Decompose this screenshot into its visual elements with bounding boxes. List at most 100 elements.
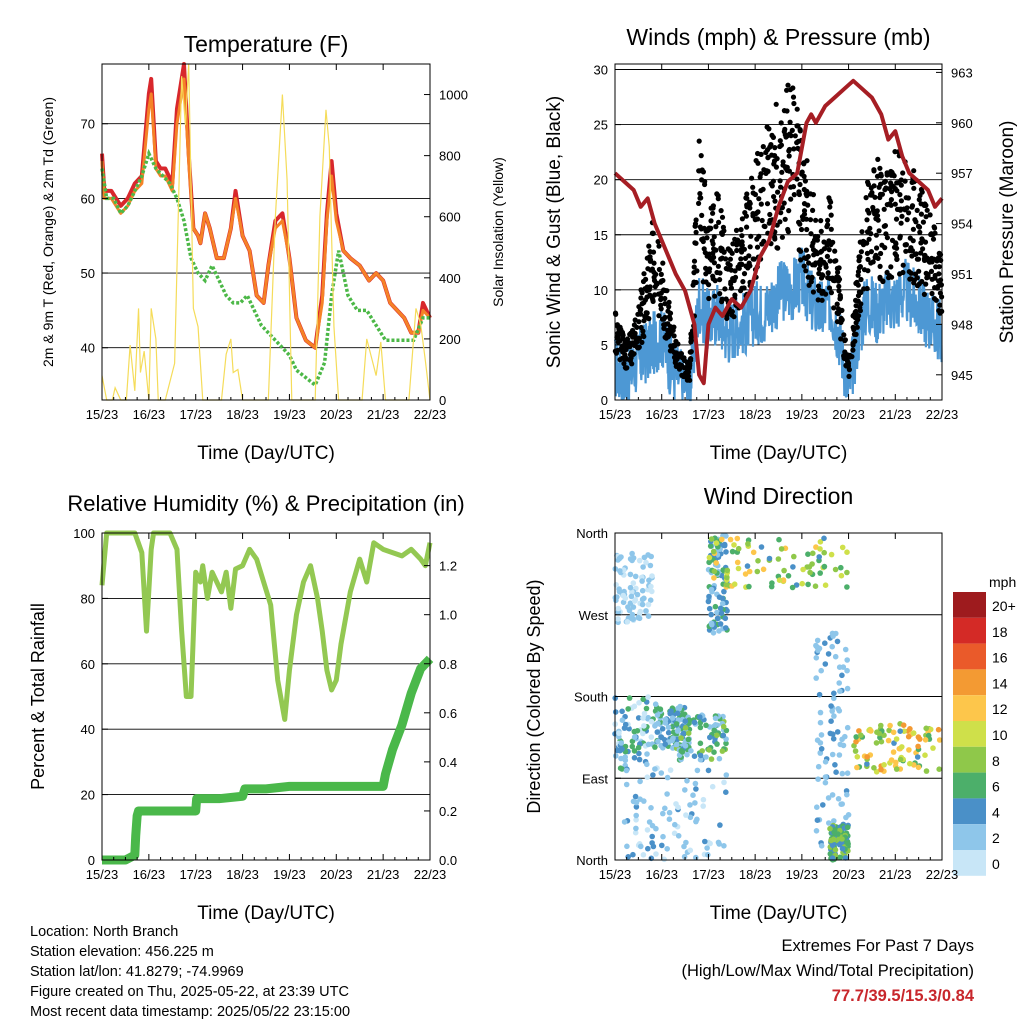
direction-point: [721, 779, 727, 786]
direction-point: [629, 738, 636, 745]
gust-point: [788, 133, 794, 139]
gust-point: [873, 232, 880, 238]
direction-point: [805, 581, 811, 588]
direction-point: [633, 825, 639, 832]
direction-point: [636, 756, 643, 763]
x-tick-label: 17/23: [692, 407, 725, 422]
direction-point: [888, 757, 895, 763]
y2-tick-label: 1.0: [439, 608, 457, 623]
direction-point: [900, 722, 907, 728]
gust-point: [666, 304, 672, 310]
gust-point: [694, 268, 700, 274]
gust-point: [796, 247, 802, 253]
y-tick-label: 100: [73, 526, 95, 541]
legend-swatch: [953, 746, 986, 773]
direction-point: [830, 633, 836, 639]
direction-point: [632, 573, 639, 580]
gust-point: [758, 171, 764, 177]
direction-point: [697, 740, 704, 747]
direction-point: [817, 750, 824, 756]
gust-point: [932, 230, 938, 236]
direction-point: [673, 741, 680, 748]
gust-point: [874, 245, 880, 251]
direction-point: [625, 706, 631, 712]
direction-point: [723, 727, 730, 734]
gust-point: [711, 254, 717, 260]
gust-point: [884, 235, 891, 241]
gust-point: [773, 164, 780, 170]
gust-point: [922, 253, 928, 259]
gust-point: [920, 219, 927, 225]
y2-axis-label: Station Pressure (Maroon): [997, 121, 1018, 344]
direction-point: [839, 845, 846, 852]
gust-point: [787, 119, 793, 125]
direction-point: [697, 756, 704, 763]
gust-point: [806, 260, 812, 266]
gust-point: [791, 192, 797, 198]
gust-point: [651, 260, 657, 266]
gust-point: [786, 153, 792, 159]
direction-point: [629, 743, 636, 750]
gust-point: [876, 228, 882, 234]
direction-point: [714, 732, 720, 739]
y-tick-label: North: [576, 526, 608, 541]
gust-point: [767, 211, 773, 218]
x-tick-label: 19/23: [273, 867, 306, 882]
x-tick-label: 19/23: [786, 407, 819, 422]
direction-point: [721, 588, 727, 595]
direction-point: [630, 604, 637, 610]
direction-point: [714, 741, 720, 747]
gust-point: [778, 142, 785, 148]
direction-point: [711, 749, 717, 755]
gust-point: [892, 201, 898, 207]
gust-point: [797, 181, 803, 188]
gust-point: [748, 233, 754, 239]
gust-point: [786, 168, 793, 174]
direction-point: [746, 568, 753, 575]
direction-point: [637, 796, 643, 802]
gust-point: [722, 286, 728, 292]
gust-point: [713, 224, 719, 230]
direction-point: [711, 575, 717, 581]
y-tick-label: North: [576, 853, 608, 868]
direction-point: [935, 726, 942, 733]
direction-point: [646, 577, 652, 584]
direction-point: [634, 591, 641, 598]
direction-point: [897, 756, 904, 763]
gust-point: [861, 286, 867, 292]
gust-point: [838, 315, 844, 321]
direction-point: [893, 736, 900, 742]
direction-point: [722, 615, 729, 622]
direction-point: [805, 551, 811, 557]
direction-point: [716, 628, 722, 634]
direction-point: [856, 728, 862, 734]
gust-point: [656, 291, 662, 297]
direction-point: [654, 729, 661, 735]
direction-point: [755, 558, 761, 564]
direction-point: [675, 833, 682, 839]
direction-point: [645, 601, 652, 608]
direction-point: [838, 564, 844, 571]
gust-point: [614, 335, 620, 341]
x-tick-label: 15/23: [86, 407, 119, 422]
y-tick-label: 30: [594, 63, 608, 78]
direction-point: [720, 723, 727, 730]
direction-point: [635, 744, 642, 751]
series-wind-line: [613, 247, 943, 402]
gust-point: [851, 327, 857, 333]
direction-point: [653, 851, 659, 857]
direction-point: [692, 780, 699, 787]
panel-wind_direction: Wind Direction mph 20+ 18 16 14 12 10 8 6 4 2 0 15/23…: [524, 483, 1016, 924]
direction-point: [886, 727, 892, 734]
direction-point: [799, 580, 805, 587]
gust-point: [900, 170, 906, 176]
gust-point: [755, 150, 761, 157]
gust-point: [804, 226, 810, 233]
gust-point: [888, 180, 894, 186]
gust-point: [643, 276, 649, 282]
direction-point: [719, 600, 726, 607]
direction-point: [907, 760, 913, 767]
y-tick-label: East: [582, 771, 608, 786]
gust-point: [858, 249, 865, 255]
gust-point: [874, 173, 881, 179]
